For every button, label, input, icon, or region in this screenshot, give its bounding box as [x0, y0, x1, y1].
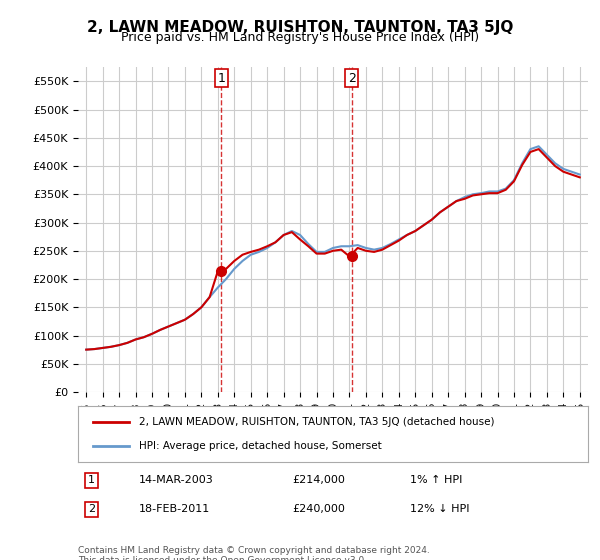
- Text: Price paid vs. HM Land Registry's House Price Index (HPI): Price paid vs. HM Land Registry's House …: [121, 31, 479, 44]
- Text: 1: 1: [88, 475, 95, 486]
- Text: 14-MAR-2003: 14-MAR-2003: [139, 475, 214, 486]
- Text: 2: 2: [347, 72, 356, 85]
- Text: 18-FEB-2011: 18-FEB-2011: [139, 505, 211, 515]
- Text: 2, LAWN MEADOW, RUISHTON, TAUNTON, TA3 5JQ (detached house): 2, LAWN MEADOW, RUISHTON, TAUNTON, TA3 5…: [139, 417, 494, 427]
- Text: 1% ↑ HPI: 1% ↑ HPI: [409, 475, 462, 486]
- Text: 1: 1: [217, 72, 225, 85]
- Text: HPI: Average price, detached house, Somerset: HPI: Average price, detached house, Some…: [139, 441, 382, 451]
- Text: 2, LAWN MEADOW, RUISHTON, TAUNTON, TA3 5JQ: 2, LAWN MEADOW, RUISHTON, TAUNTON, TA3 5…: [87, 20, 513, 35]
- Text: £240,000: £240,000: [292, 505, 345, 515]
- Text: £214,000: £214,000: [292, 475, 345, 486]
- Text: 2: 2: [88, 505, 95, 515]
- Text: 12% ↓ HPI: 12% ↓ HPI: [409, 505, 469, 515]
- Text: Contains HM Land Registry data © Crown copyright and database right 2024.
This d: Contains HM Land Registry data © Crown c…: [78, 546, 430, 560]
